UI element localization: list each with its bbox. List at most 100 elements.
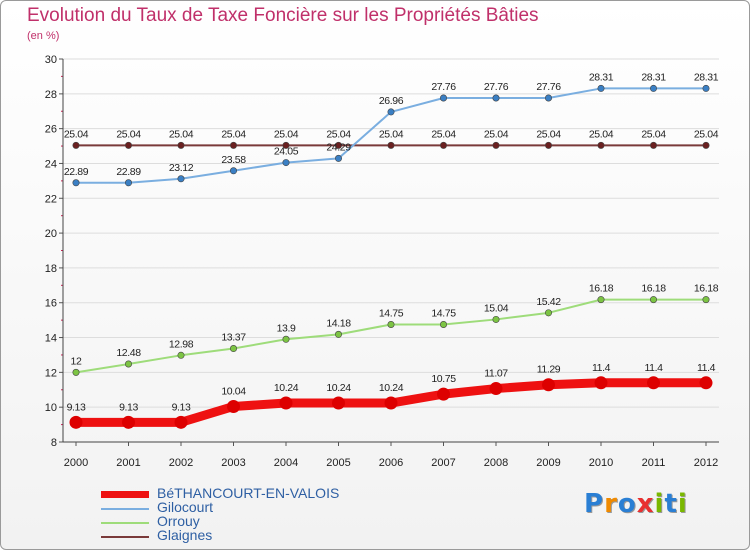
data-label: 16.18 <box>694 283 719 295</box>
logo-letter: x <box>636 489 655 519</box>
data-point <box>125 179 133 187</box>
data-point <box>702 84 710 92</box>
data-point <box>69 415 83 429</box>
y-tick-label: 16 <box>45 298 57 310</box>
x-tick-label: 2006 <box>379 457 403 469</box>
data-label: 25.04 <box>694 128 719 140</box>
y-tick-label: 22 <box>45 193 57 205</box>
data-point <box>282 159 290 167</box>
data-label: 16.18 <box>641 283 666 295</box>
data-label: 13.37 <box>221 332 246 344</box>
data-point <box>492 315 500 323</box>
data-point <box>384 396 398 410</box>
data-point <box>544 94 552 102</box>
data-point <box>649 296 657 304</box>
y-tick-label: 14 <box>45 333 57 345</box>
legend-label: BéTHANCOURT-EN-VALOIS <box>157 485 340 501</box>
legend-swatch <box>101 522 149 524</box>
data-point <box>334 154 342 162</box>
data-point <box>439 141 447 149</box>
data-point <box>542 378 555 392</box>
data-label: 10.24 <box>274 382 299 394</box>
logo-letter: r <box>604 489 618 519</box>
data-label: 24.29 <box>326 141 351 153</box>
data-label: 25.04 <box>64 128 89 140</box>
data-point <box>647 376 660 390</box>
data-label: 11.4 <box>644 362 663 374</box>
legend-label: Glaignes <box>157 527 213 543</box>
data-point <box>125 141 133 149</box>
logo-letter: P <box>584 489 605 519</box>
data-point <box>72 141 80 149</box>
data-point <box>122 415 135 429</box>
logo-letter: o <box>617 489 637 519</box>
y-tick-label: 30 <box>45 54 57 66</box>
data-point <box>649 141 657 149</box>
data-label: 25.04 <box>221 128 246 140</box>
x-tick-label: 2007 <box>431 457 455 469</box>
data-point <box>227 399 240 413</box>
data-point <box>387 320 395 328</box>
data-label: 15.42 <box>536 296 561 308</box>
x-tick-label: 2012 <box>694 457 718 469</box>
data-label: 25.04 <box>326 128 351 140</box>
data-point <box>174 415 188 429</box>
data-label: 15.04 <box>484 302 509 314</box>
data-label: 25.04 <box>169 128 194 140</box>
data-point <box>177 175 185 183</box>
data-label: 25.04 <box>274 128 299 140</box>
data-point <box>230 345 238 353</box>
data-point <box>334 141 342 149</box>
data-point <box>72 368 80 376</box>
chart-title: Evolution du Taux de Taxe Foncière sur l… <box>27 5 539 26</box>
data-label: 10.04 <box>221 385 246 397</box>
data-point <box>332 396 345 410</box>
legend-swatch <box>101 508 149 510</box>
data-point <box>279 396 293 410</box>
legend-label: Gilocourt <box>157 499 214 515</box>
logo-letter: i <box>654 489 665 519</box>
data-point <box>230 167 238 175</box>
data-label: 10.24 <box>379 382 404 394</box>
data-point <box>699 376 713 390</box>
data-label: 23.12 <box>169 162 194 174</box>
data-label: 25.04 <box>589 128 614 140</box>
data-point <box>702 296 710 304</box>
x-tick-label: 2011 <box>642 457 666 469</box>
data-label: 11.4 <box>592 362 611 374</box>
data-point <box>597 141 605 149</box>
x-tick-label: 2004 <box>274 457 298 469</box>
data-label: 14.75 <box>431 307 456 319</box>
data-label: 14.75 <box>379 307 404 319</box>
data-label: 22.89 <box>116 166 141 178</box>
data-point <box>439 94 447 102</box>
data-point <box>702 141 710 149</box>
data-point <box>334 330 342 338</box>
data-point <box>282 141 290 149</box>
data-point <box>594 376 608 390</box>
y-tick-label: 26 <box>45 124 57 136</box>
data-label: 11.29 <box>537 364 561 376</box>
x-tick-label: 2003 <box>221 457 245 469</box>
x-tick-label: 2002 <box>169 457 193 469</box>
data-label: 25.04 <box>379 128 404 140</box>
data-label: 11.07 <box>484 368 508 380</box>
data-point <box>177 351 185 359</box>
x-tick-label: 2001 <box>116 457 140 469</box>
data-point <box>230 141 238 149</box>
data-point <box>597 84 605 92</box>
data-label: 25.04 <box>641 128 666 140</box>
data-point <box>492 94 500 102</box>
x-tick-label: 2009 <box>536 457 560 469</box>
data-point <box>439 320 447 328</box>
legend-swatch <box>101 491 149 498</box>
data-label: 23.58 <box>221 154 246 166</box>
data-label: 9.13 <box>172 401 191 413</box>
y-tick-label: 18 <box>45 263 57 275</box>
data-point <box>544 309 552 317</box>
data-point <box>125 360 133 368</box>
data-label: 13.9 <box>277 322 296 334</box>
data-label: 12 <box>71 355 82 367</box>
